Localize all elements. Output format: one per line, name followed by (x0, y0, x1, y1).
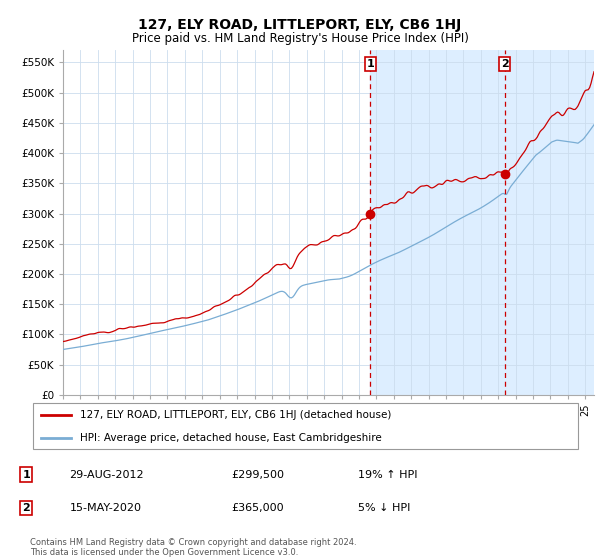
Text: 1: 1 (367, 59, 374, 69)
Text: 29-AUG-2012: 29-AUG-2012 (70, 470, 144, 479)
Text: £299,500: £299,500 (231, 470, 284, 479)
Text: HPI: Average price, detached house, East Cambridgeshire: HPI: Average price, detached house, East… (80, 433, 382, 443)
Text: 127, ELY ROAD, LITTLEPORT, ELY, CB6 1HJ (detached house): 127, ELY ROAD, LITTLEPORT, ELY, CB6 1HJ … (80, 410, 391, 421)
Text: 5% ↓ HPI: 5% ↓ HPI (358, 503, 410, 513)
Text: Price paid vs. HM Land Registry's House Price Index (HPI): Price paid vs. HM Land Registry's House … (131, 32, 469, 45)
Text: 2: 2 (23, 503, 30, 513)
Text: 127, ELY ROAD, LITTLEPORT, ELY, CB6 1HJ: 127, ELY ROAD, LITTLEPORT, ELY, CB6 1HJ (139, 18, 461, 32)
Text: 19% ↑ HPI: 19% ↑ HPI (358, 470, 417, 479)
Text: 1: 1 (23, 470, 30, 479)
Text: 2: 2 (501, 59, 509, 69)
Text: £365,000: £365,000 (231, 503, 284, 513)
Bar (370, 50, 594, 395)
Text: 15-MAY-2020: 15-MAY-2020 (70, 503, 142, 513)
Text: Contains HM Land Registry data © Crown copyright and database right 2024.
This d: Contains HM Land Registry data © Crown c… (30, 538, 356, 557)
FancyBboxPatch shape (33, 404, 578, 449)
